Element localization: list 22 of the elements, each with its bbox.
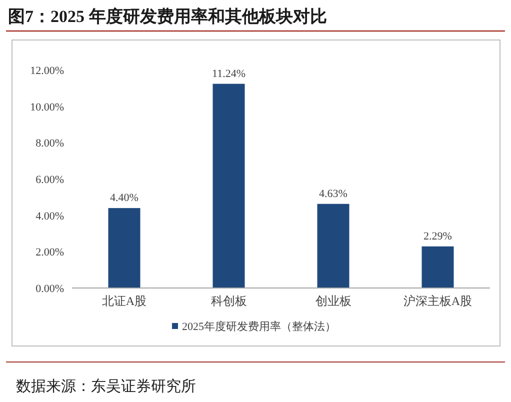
bar [317, 204, 350, 288]
bar [422, 246, 454, 288]
y-tick-label: 0.00% [36, 283, 64, 295]
source-note: 数据来源：东吴证券研究所 [16, 378, 196, 395]
y-tick-label: 2.00% [36, 246, 64, 259]
y-tick-label: 6.00% [36, 174, 64, 186]
y-tick-label: 10.00% [30, 101, 64, 114]
text: 2.29% [424, 230, 452, 242]
text: 11.24% [212, 68, 246, 80]
legend-label: 2025年度研发费用率（整体法） [182, 320, 336, 333]
y-tick-label: 12.00% [30, 65, 64, 77]
text: 4.63% [319, 188, 348, 200]
chart-title: 图7：2025 年度研发费用率和其他板块对比 [8, 7, 327, 26]
y-tick-label: 4.00% [36, 210, 64, 222]
x-tick-label: 科创板 [210, 294, 247, 308]
y-tick-label: 8.00% [36, 138, 64, 150]
x-tick-label: 创业板 [315, 294, 352, 308]
text: 4.40% [110, 192, 138, 204]
bar [108, 208, 140, 288]
x-tick-label: 沪深主板A股 [403, 294, 472, 308]
bar [212, 84, 245, 288]
x-tick-label: 北证A股 [102, 294, 147, 308]
